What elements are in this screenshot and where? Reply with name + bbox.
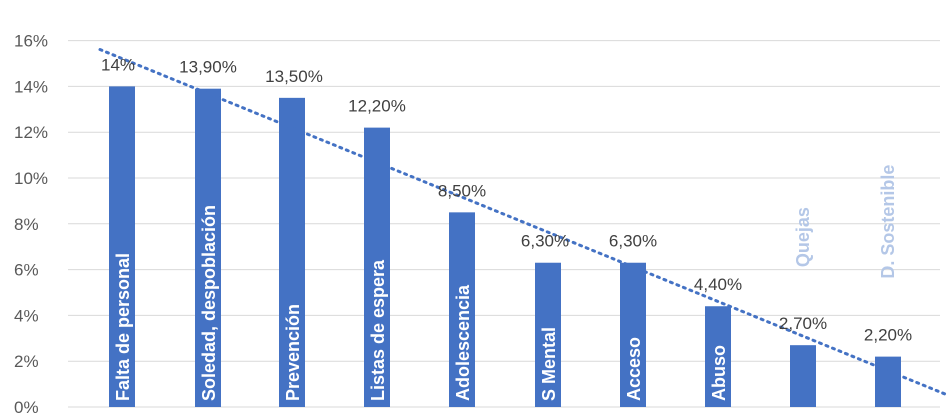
data-label: 2,70% [779, 314, 827, 333]
data-label: 4,40% [694, 275, 742, 294]
category-label: Acceso [624, 337, 644, 401]
bar [109, 86, 135, 408]
data-label: 6,30% [521, 232, 569, 251]
data-label: 6,30% [609, 232, 657, 251]
data-labels: Falta de personal Soledad, despoblación Pr… [101, 55, 912, 401]
bar [535, 262, 561, 407]
bar [195, 88, 221, 407]
bar [875, 356, 901, 407]
data-label: 13,90% [179, 58, 237, 77]
data-label: 12,20% [348, 97, 406, 116]
data-label: 2,20% [864, 326, 912, 345]
data-label: 8,50% [438, 181, 486, 200]
bars [109, 86, 901, 408]
y-tick-label: 0% [14, 398, 39, 415]
y-tick-label: 10% [14, 169, 48, 188]
data-label: 14% [101, 55, 135, 74]
bar [705, 306, 731, 407]
y-tick-label: 4% [14, 306, 39, 325]
bar [620, 262, 646, 407]
category-label: Quejas [793, 207, 813, 267]
data-label: 13,50% [265, 67, 323, 86]
category-label: Abuso [709, 345, 729, 401]
trendline-layer [98, 48, 947, 396]
category-label: S Mental [539, 327, 559, 401]
category-label: Falta de personal [113, 253, 133, 401]
y-tick-label: 14% [14, 77, 48, 96]
bar [790, 345, 816, 407]
category-label: Prevención [283, 304, 303, 401]
category-label: Soledad, despoblación [199, 205, 219, 401]
y-tick-label: 12% [14, 123, 48, 142]
y-tick-label: 16% [14, 32, 48, 51]
bar [449, 212, 475, 407]
y-tick-label: 2% [14, 352, 39, 371]
trendline [98, 48, 947, 396]
y-axis-tick-labels: 0% 2% 4% 6% 8% 10% 12% 14% 16% [14, 32, 48, 415]
y-tick-label: 8% [14, 215, 39, 234]
bar [279, 97, 305, 407]
y-tick-label: 6% [14, 261, 39, 280]
bar [364, 127, 390, 408]
category-label: Listas de espera [368, 259, 388, 401]
category-label: Adolescencia [453, 284, 473, 401]
category-label: D. Sostenible [878, 165, 898, 279]
